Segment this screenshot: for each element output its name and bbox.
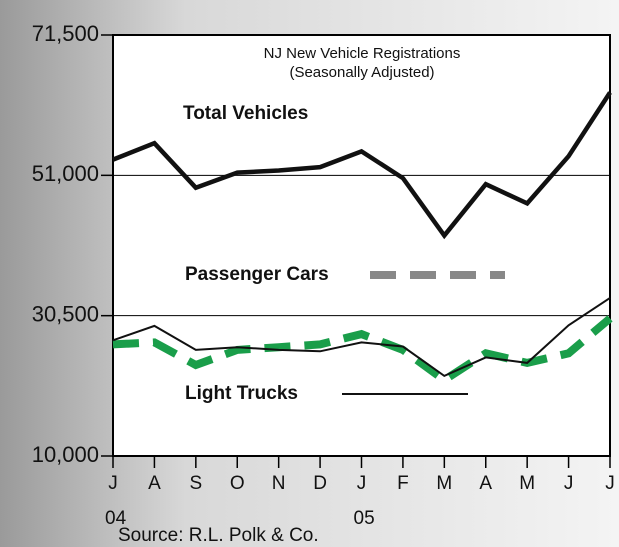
x-tick-label: J <box>108 473 118 494</box>
x-tick-label: O <box>230 473 245 494</box>
y-tick-label: 51,000 <box>32 161 99 186</box>
x-tick-label: N <box>272 473 286 494</box>
y-tick-label: 71,500 <box>32 21 99 46</box>
x-tick-label: M <box>436 473 452 494</box>
y-tick-label: 10,000 <box>32 442 99 467</box>
x-tick-label: J <box>564 473 574 494</box>
year-label: 04 <box>105 508 127 529</box>
year-label: 05 <box>354 508 375 529</box>
legend-label: Total Vehicles <box>183 103 308 124</box>
x-tick-label: A <box>479 473 492 494</box>
x-tick-label: F <box>397 473 409 494</box>
series-line <box>112 297 611 378</box>
legend-label: Passenger Cars <box>185 264 329 285</box>
plot-area <box>112 34 611 457</box>
legend-label: Light Trucks <box>185 383 298 404</box>
y-tick-label: 30,500 <box>32 301 99 326</box>
subtitle: NJ New Vehicle Registrations <box>264 45 461 62</box>
source: Source: R.L. Polk & Co. <box>118 525 319 546</box>
series-line <box>112 91 612 240</box>
x-tick-label: D <box>313 473 327 494</box>
x-tick-label: M <box>519 473 535 494</box>
x-tick-label: J <box>357 473 367 494</box>
x-tick-label: S <box>189 473 202 494</box>
x-tick-label: J <box>605 473 615 494</box>
subtitle: (Seasonally Adjusted) <box>289 64 434 81</box>
x-tick-label: A <box>148 473 161 494</box>
